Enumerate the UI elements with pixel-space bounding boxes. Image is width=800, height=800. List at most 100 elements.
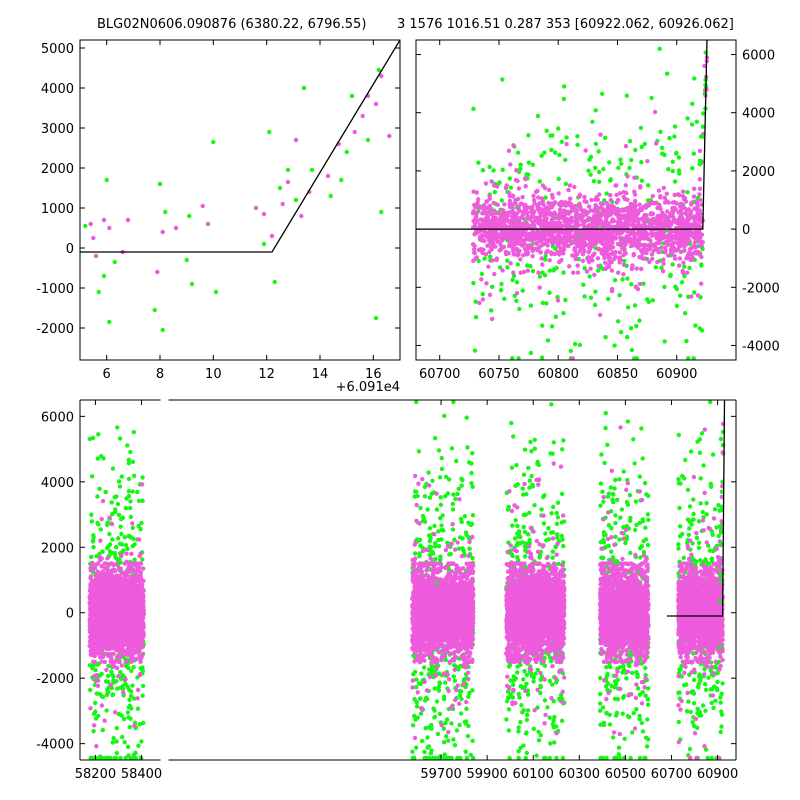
data-point — [484, 220, 490, 226]
data-point — [596, 149, 601, 154]
data-point — [293, 197, 299, 203]
data-point — [621, 194, 626, 200]
data-point — [140, 498, 145, 503]
data-point — [508, 162, 513, 167]
data-point — [349, 93, 355, 99]
data-point — [695, 239, 700, 244]
data-point — [623, 183, 628, 188]
data-point — [596, 169, 602, 175]
data-point — [532, 223, 537, 228]
data-point — [118, 566, 124, 571]
data-point — [665, 209, 670, 214]
data-point — [130, 525, 135, 530]
data-point — [664, 191, 669, 196]
data-point — [91, 659, 96, 664]
data-point — [138, 527, 143, 532]
data-point — [581, 282, 586, 287]
data-point — [588, 266, 593, 271]
data-point — [301, 85, 307, 91]
data-point — [512, 214, 518, 220]
data-point — [474, 190, 479, 195]
data-point — [570, 253, 575, 258]
data-point — [632, 175, 637, 180]
data-point — [586, 204, 592, 209]
x-tick-label: 60850 — [597, 367, 638, 382]
data-point — [537, 238, 542, 244]
data-point — [105, 556, 110, 561]
plot-area — [416, 40, 710, 360]
data-point — [661, 261, 666, 266]
data-point — [593, 289, 598, 294]
data-point — [598, 132, 603, 137]
data-point — [618, 257, 623, 263]
data-point — [328, 193, 333, 199]
data-point — [98, 527, 104, 532]
data-point — [131, 755, 136, 760]
data-point — [514, 298, 519, 303]
data-point — [561, 247, 567, 252]
data-point — [678, 243, 683, 248]
data-point — [494, 256, 499, 261]
data-point — [634, 216, 639, 221]
data-point — [682, 311, 688, 316]
data-point — [88, 221, 93, 227]
data-point — [656, 213, 662, 219]
data-point — [672, 179, 678, 184]
data-point — [635, 240, 640, 245]
data-point — [563, 223, 568, 228]
data-point — [126, 753, 131, 758]
data-point — [687, 265, 692, 271]
data-point — [551, 215, 556, 220]
data-point — [632, 199, 638, 205]
data-point — [120, 734, 125, 740]
data-point — [638, 125, 644, 131]
data-point — [126, 461, 131, 466]
data-point — [587, 274, 592, 279]
data-point — [566, 187, 571, 193]
data-point — [95, 678, 101, 683]
data-point — [261, 211, 267, 217]
data-point — [515, 253, 520, 258]
data-point — [109, 521, 115, 527]
data-point — [95, 494, 100, 499]
data-point — [595, 237, 600, 242]
data-point — [117, 659, 122, 664]
data-point — [100, 498, 106, 504]
data-point — [600, 91, 605, 97]
data-point — [138, 657, 143, 662]
data-point — [632, 236, 637, 241]
data-point — [662, 195, 667, 201]
data-point — [536, 270, 541, 275]
data-point — [601, 166, 606, 172]
data-point — [128, 535, 134, 540]
data-point — [507, 233, 512, 238]
data-point — [636, 231, 641, 236]
data-point — [557, 152, 562, 158]
data-point — [658, 206, 663, 212]
data-point — [489, 308, 494, 313]
data-point — [122, 561, 128, 566]
data-point — [662, 250, 668, 255]
data-point — [551, 223, 556, 228]
data-point — [387, 133, 392, 139]
data-point — [602, 198, 607, 203]
data-point — [140, 635, 145, 641]
data-point — [628, 211, 634, 217]
data-point — [700, 134, 705, 139]
data-point — [587, 157, 592, 162]
data-point — [497, 220, 502, 226]
data-point — [131, 665, 136, 670]
data-point — [597, 220, 603, 226]
data-point — [125, 710, 131, 715]
data-point — [530, 254, 535, 259]
data-point — [502, 296, 507, 301]
data-point — [682, 264, 687, 269]
data-point — [678, 215, 684, 220]
data-point — [510, 356, 515, 360]
panel-full-lightcurve: 58200 58400 59700 59900 60100 60300 60500 60700… — [36, 399, 738, 782]
data-point — [621, 252, 626, 258]
data-point — [491, 168, 496, 173]
data-point — [572, 184, 577, 190]
data-point — [122, 740, 127, 745]
data-point — [612, 278, 618, 283]
